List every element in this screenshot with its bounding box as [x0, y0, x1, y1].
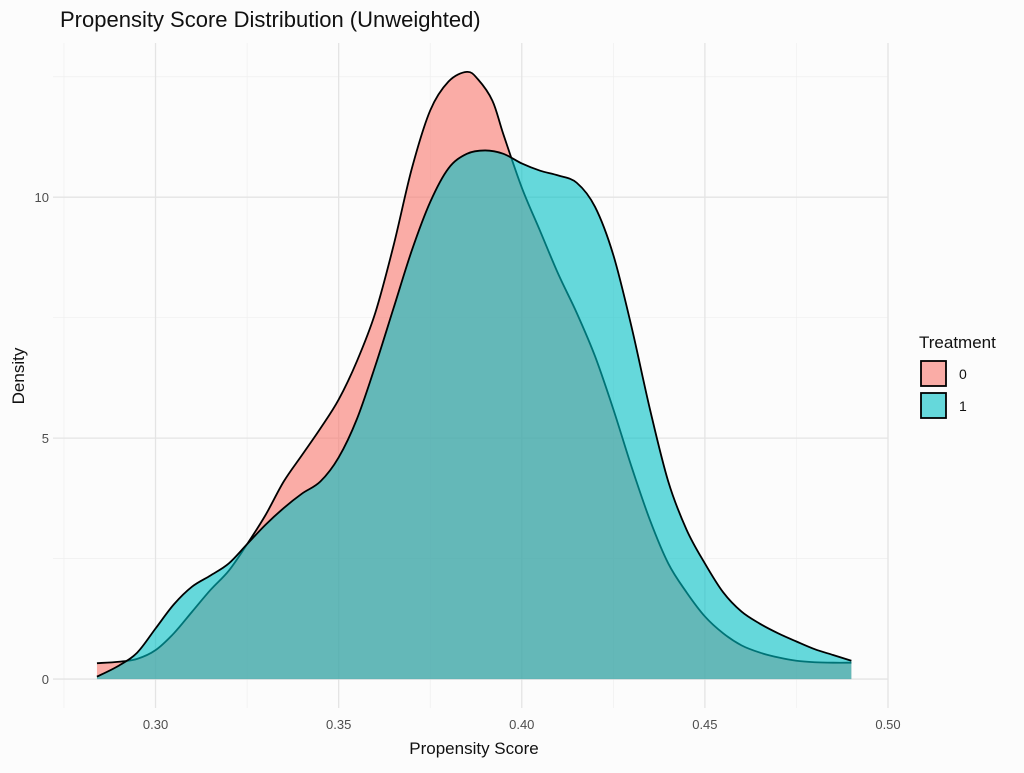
- legend-title: Treatment: [919, 333, 996, 352]
- y-tick-label: 0: [42, 672, 49, 687]
- y-axis-ticks: 0 5 10: [35, 190, 49, 687]
- x-tick-label: 0.30: [143, 717, 168, 732]
- y-tick-label: 5: [42, 431, 49, 446]
- density-areas: [96, 71, 852, 680]
- legend-key-1: [920, 392, 947, 419]
- x-tick-label: 0.35: [326, 717, 351, 732]
- x-tick-label: 0.40: [509, 717, 534, 732]
- y-axis-title: Density: [9, 347, 28, 404]
- x-tick-label: 0.50: [875, 717, 900, 732]
- x-axis-title: Propensity Score: [409, 739, 538, 758]
- y-tick-label: 10: [35, 190, 49, 205]
- density-line-1: [96, 149, 852, 678]
- legend-label-1: 1: [959, 398, 967, 414]
- legend-key-0: [920, 360, 947, 387]
- legend: Treatment 0 1: [919, 333, 996, 419]
- x-tick-label: 0.45: [692, 717, 717, 732]
- density-area-1: [96, 150, 852, 680]
- legend-label-0: 0: [959, 366, 967, 382]
- x-axis-ticks: 0.30 0.35 0.40 0.45 0.50: [143, 717, 901, 732]
- chart-title: Propensity Score Distribution (Unweighte…: [60, 7, 481, 32]
